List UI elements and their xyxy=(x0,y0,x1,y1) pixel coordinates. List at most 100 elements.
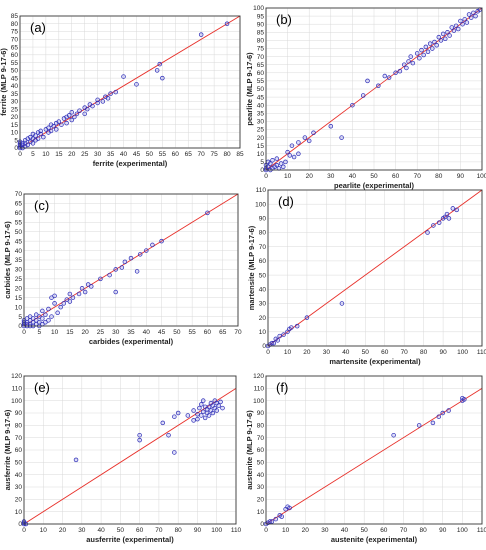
y-tick-label: 80 xyxy=(15,423,23,430)
data-point xyxy=(113,89,119,95)
data-point xyxy=(421,52,426,58)
x-tick-label: 30 xyxy=(323,349,331,356)
data-point xyxy=(95,97,100,103)
data-point xyxy=(281,164,286,170)
y-tick-label: 10 xyxy=(11,130,19,137)
data-point xyxy=(154,68,160,73)
x-axis-label: ferrite (experimental) xyxy=(93,159,168,168)
data-point xyxy=(52,301,57,306)
data-point xyxy=(430,46,435,51)
data-point xyxy=(406,59,411,64)
data-point xyxy=(296,151,301,157)
data-point xyxy=(328,124,334,129)
x-tick-label: 50 xyxy=(362,349,370,356)
y-tick-label: 90 xyxy=(15,410,23,417)
data-point xyxy=(460,21,465,27)
y-axis-label: martensite (MLP 9-17-6) xyxy=(247,225,256,310)
data-point xyxy=(436,414,442,419)
data-point xyxy=(175,410,181,416)
data-point xyxy=(432,39,437,45)
x-tick-label: 30 xyxy=(94,151,102,158)
data-point xyxy=(48,128,54,134)
y-tick-label: 90 xyxy=(259,216,267,223)
data-point xyxy=(210,410,216,416)
y-tick-label: 60 xyxy=(257,447,265,454)
plot-border xyxy=(265,375,483,525)
y-tick-label: 30 xyxy=(259,301,267,308)
data-point xyxy=(134,82,139,87)
x-tick-label: 100 xyxy=(477,173,486,180)
data-point xyxy=(77,108,82,113)
y-tick-label: 120 xyxy=(11,373,22,380)
x-tick-label: 45 xyxy=(158,329,166,336)
chart-panel-4: 0 10 20 30 40 50 60 70 80 90 100 110 0 10 20 30 40 50 60 70… xyxy=(247,187,486,366)
data-point xyxy=(438,38,444,43)
data-point xyxy=(214,408,219,413)
data-point xyxy=(224,21,230,27)
data-point xyxy=(471,10,476,16)
data-point xyxy=(454,207,459,213)
x-tick-label: 20 xyxy=(306,173,314,180)
data-point xyxy=(38,128,43,134)
y-tick-label: 0 xyxy=(260,521,264,528)
y-tick-label: 25 xyxy=(15,276,23,283)
data-point xyxy=(76,291,82,297)
data-point xyxy=(468,15,474,20)
data-point xyxy=(393,70,398,76)
data-point xyxy=(376,83,381,89)
y-tick-label: 50 xyxy=(15,229,23,236)
data-point xyxy=(296,140,301,145)
data-point xyxy=(397,68,403,74)
y-tick-label: 70 xyxy=(11,36,19,43)
data-point xyxy=(119,265,125,270)
data-point xyxy=(105,96,111,101)
data-point xyxy=(216,403,221,408)
data-point xyxy=(157,61,163,67)
data-point xyxy=(416,423,422,428)
data-point xyxy=(52,293,57,299)
data-point xyxy=(144,248,149,253)
y-tick-label: 50 xyxy=(259,272,267,279)
data-point xyxy=(150,242,155,248)
data-point xyxy=(278,161,284,166)
x-tick-label: 80 xyxy=(175,527,183,534)
data-point xyxy=(200,398,206,403)
data-point xyxy=(199,413,204,418)
data-point xyxy=(59,122,64,127)
x-tick-label: 100 xyxy=(457,527,468,534)
y-tick-label: 80 xyxy=(257,423,265,430)
data-point xyxy=(98,276,103,282)
y-axis-label: ferrite (MLP 9-17-6) xyxy=(0,48,8,116)
data-point xyxy=(160,75,165,81)
data-point xyxy=(268,161,273,166)
y-tick-label: 70 xyxy=(259,244,267,251)
data-point xyxy=(291,154,297,160)
y-tick-label: 30 xyxy=(15,484,23,491)
x-tick-label: 20 xyxy=(59,527,67,534)
x-tick-label: 10 xyxy=(282,527,290,534)
data-point xyxy=(289,325,294,330)
x-tick-label: 0 xyxy=(264,527,268,534)
y-tick-label: 10 xyxy=(257,509,265,516)
data-point xyxy=(269,519,275,524)
data-point xyxy=(447,33,452,38)
y-tick-label: 5 xyxy=(14,137,18,144)
x-tick-label: 80 xyxy=(419,527,427,534)
y-tick-label: 25 xyxy=(11,106,19,113)
data-point xyxy=(46,306,51,312)
x-tick-label: 25 xyxy=(97,329,105,336)
y-tick-label: 70 xyxy=(15,435,23,442)
x-tick-label: 60 xyxy=(381,349,389,356)
x-tick-label: 85 xyxy=(236,151,244,158)
data-point xyxy=(462,17,467,22)
x-tick-label: 50 xyxy=(361,527,369,534)
data-point xyxy=(41,134,46,140)
x-tick-label: 20 xyxy=(302,527,310,534)
y-tick-label: 35 xyxy=(257,111,265,118)
data-point xyxy=(25,142,31,148)
y-tick-label: 30 xyxy=(257,484,265,491)
y-tick-label: 60 xyxy=(15,447,23,454)
x-tick-label: 10 xyxy=(51,329,59,336)
x-tick-label: 30 xyxy=(321,527,329,534)
x-tick-label: 70 xyxy=(198,151,206,158)
